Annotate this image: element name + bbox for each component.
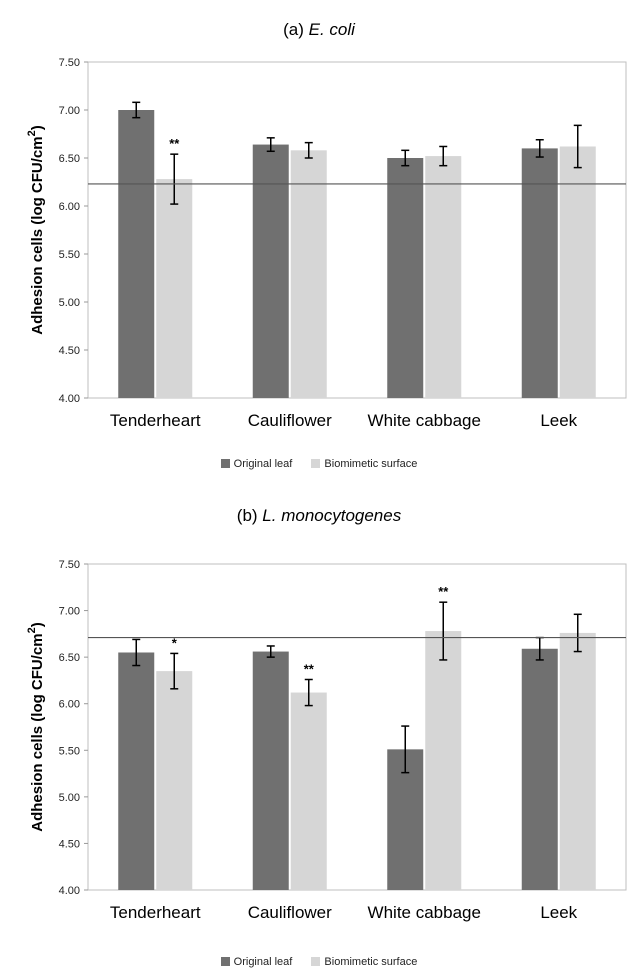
y-axis-label: Adhesion cells (log CFU/cm2)	[26, 125, 46, 335]
chart-plot: Adhesion cells (log CFU/cm2) 4.00 4.50 5.00…	[26, 57, 627, 430]
x-tick-label: White cabbage	[368, 411, 481, 430]
x-tick-label: Tenderheart	[110, 903, 201, 922]
panel-label: (b)	[236, 506, 258, 525]
legend-swatch	[220, 957, 230, 967]
bar	[521, 148, 558, 398]
organism-name: L. monocytogenes	[262, 506, 402, 525]
bar	[252, 651, 289, 890]
x-tick-label: Tenderheart	[110, 411, 201, 430]
chart-title: (b) L. monocytogenes	[0, 506, 638, 526]
bar	[559, 146, 596, 398]
y-axis-label-superscript: 2	[26, 130, 38, 136]
chart-legend: Original leaf Biomimetic surface	[0, 458, 638, 470]
y-tick-label: 5.00	[59, 297, 80, 309]
y-tick-label: 7.00	[59, 105, 80, 117]
y-tick-label: 6.00	[59, 699, 80, 711]
chart-panel-b: (b) L. monocytogenes Adhesion cells (log…	[0, 486, 638, 971]
y-tick-label: 7.50	[59, 559, 80, 571]
bar	[290, 692, 327, 890]
bar	[156, 671, 193, 890]
y-tick-label: 4.50	[59, 345, 80, 357]
y-tick-label: 4.00	[59, 393, 80, 405]
legend-item-biomimetic-surface: Biomimetic surface	[311, 458, 417, 470]
y-tick-label: 5.50	[59, 249, 80, 261]
y-tick-label: 5.50	[59, 745, 80, 757]
x-tick-label: White cabbage	[368, 903, 481, 922]
significance-marker: *	[172, 635, 178, 650]
plot-frame	[87, 563, 627, 891]
y-tick-label: 5.00	[59, 792, 80, 804]
legend-label: Biomimetic surface	[324, 458, 418, 471]
bar	[252, 144, 289, 398]
y-axis-label-end: )	[29, 125, 46, 130]
legend-label: Original leaf	[233, 458, 293, 471]
bar	[425, 156, 462, 398]
chart-legend: Original leaf Biomimetic surface	[0, 956, 638, 968]
y-axis-label-text: Adhesion cells (log CFU/cm	[29, 136, 46, 334]
legend-item-biomimetic-surface: Biomimetic surface	[311, 956, 417, 968]
legend-item-original-leaf: Original leaf	[220, 458, 293, 471]
y-tick-label: 6.50	[59, 153, 80, 165]
y-tick-label: 6.00	[59, 201, 80, 213]
organism-name: E. coli	[308, 20, 355, 39]
y-axis-label-end: )	[29, 622, 46, 627]
plot-frame	[87, 61, 627, 399]
bar	[387, 158, 424, 398]
legend-item-original-leaf: Original leaf	[220, 956, 293, 969]
y-axis-label: Adhesion cells (log CFU/cm2)	[26, 622, 46, 832]
chart-plot: Adhesion cells (log CFU/cm2) 4.00 4.50 5.00…	[26, 559, 627, 922]
y-axis-label-superscript: 2	[26, 627, 38, 633]
x-tick-label: Cauliflower	[248, 903, 332, 922]
bar	[118, 652, 155, 890]
bar	[118, 110, 155, 398]
y-tick-label: 7.00	[59, 606, 80, 618]
x-tick-label: Cauliflower	[248, 411, 332, 430]
legend-label: Original leaf	[233, 956, 293, 969]
x-tick-label: Leek	[540, 411, 577, 430]
y-tick-label: 7.50	[59, 57, 80, 69]
bar	[521, 648, 558, 890]
y-tick-label: 4.50	[59, 838, 80, 850]
legend-swatch	[311, 957, 321, 967]
x-tick-label: Leek	[540, 903, 577, 922]
bar	[156, 179, 193, 398]
bar	[559, 632, 596, 890]
bar	[290, 150, 327, 398]
legend-label: Biomimetic surface	[324, 956, 418, 969]
legend-swatch	[220, 459, 230, 469]
legend-swatch	[311, 459, 321, 469]
chart-title: (a) E. coli	[0, 20, 638, 40]
significance-marker: **	[169, 136, 180, 151]
y-axis-label-text: Adhesion cells (log CFU/cm	[29, 633, 46, 831]
y-tick-label: 4.00	[59, 885, 80, 897]
significance-marker: **	[304, 661, 315, 676]
y-tick-label: 6.50	[59, 652, 80, 664]
bar	[425, 631, 462, 890]
panel-label: (a)	[283, 20, 304, 39]
significance-marker: **	[438, 584, 449, 599]
chart-panel-a: (a) E. coli Adhesion cells (log CFU/cm2)…	[0, 0, 638, 485]
